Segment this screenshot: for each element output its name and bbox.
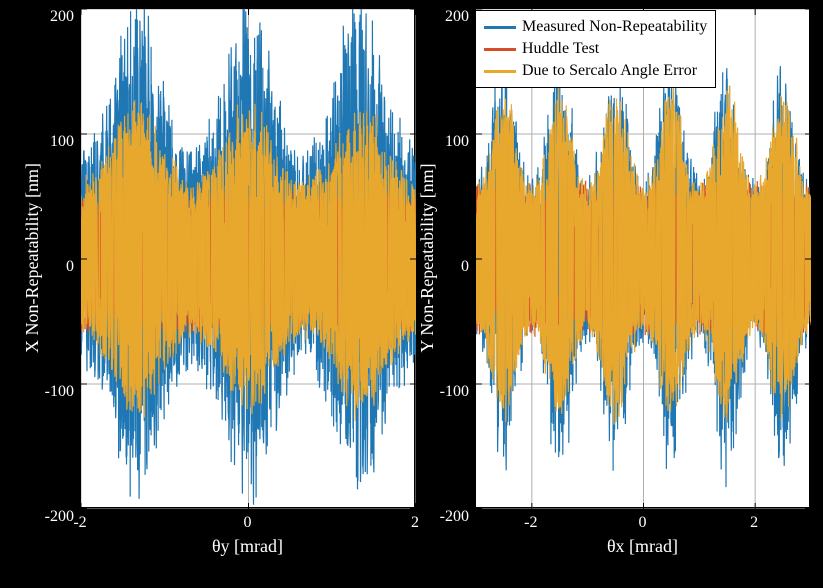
- ylabel-right: Y Non-Repeatability [nm]: [417, 8, 438, 508]
- xtick-label: -2: [73, 514, 86, 532]
- xtick-label: 0: [639, 514, 647, 532]
- legend-item: Due to Sercalo Angle Error: [484, 60, 707, 82]
- legend-label: Measured Non-Repeatability: [522, 18, 707, 36]
- xlabel-left: θy [mrad]: [80, 536, 415, 557]
- legend: Measured Non-Repeatability Huddle Test Due…: [475, 10, 716, 88]
- legend-item: Huddle Test: [484, 38, 707, 60]
- xtick-label: -2: [524, 514, 537, 532]
- plot-left: [80, 8, 415, 508]
- legend-swatch: [484, 26, 516, 29]
- xtick-label: 2: [750, 514, 758, 532]
- xtick-label: 0: [244, 514, 252, 532]
- ylabel-left: X Non-Repeatability [nm]: [22, 8, 43, 508]
- legend-item: Measured Non-Repeatability: [484, 16, 707, 38]
- legend-label: Due to Sercalo Angle Error: [522, 62, 697, 80]
- xtick-label: 2: [411, 514, 419, 532]
- legend-swatch: [484, 70, 516, 73]
- legend-label: Huddle Test: [522, 40, 599, 58]
- legend-swatch: [484, 48, 516, 51]
- xlabel-right: θx [mrad]: [475, 536, 810, 557]
- plot-svg-left: [81, 9, 416, 509]
